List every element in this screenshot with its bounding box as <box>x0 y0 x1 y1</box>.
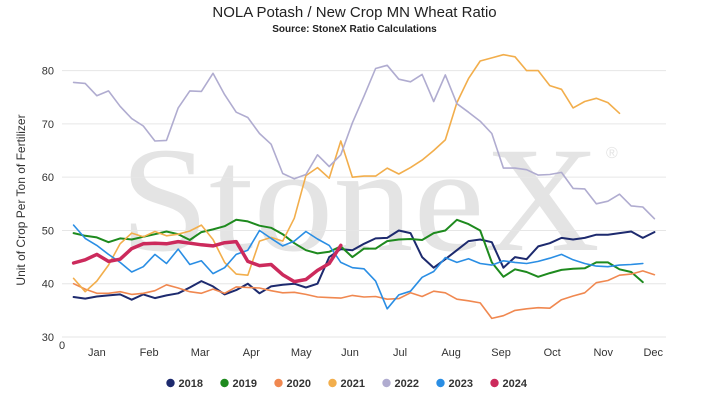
gridlines <box>62 70 666 338</box>
x-tick-label: May <box>291 347 312 359</box>
legend-label: 2019 <box>233 378 257 390</box>
legend-label: 2020 <box>287 378 311 390</box>
series-line-2020 <box>72 270 656 320</box>
x-tick-label: Jan <box>88 347 106 359</box>
legend-marker <box>166 378 175 388</box>
x-tick-label: Jul <box>393 347 407 359</box>
series-line-2018 <box>72 229 656 301</box>
legend-marker <box>436 378 445 388</box>
legend-marker <box>382 378 391 388</box>
legend-item-2024[interactable]: 2024 <box>490 378 528 390</box>
series-line-2021 <box>72 53 621 293</box>
legend-item-2022[interactable]: 2022 <box>382 378 419 390</box>
x-tick-label: Mar <box>191 347 210 359</box>
series-line-2022 <box>72 64 656 220</box>
y-axis-title: Unit of Crop Per Ton of Fertilizer <box>14 114 28 285</box>
legend-marker <box>220 378 229 388</box>
x-tick-label: Dec <box>643 347 663 359</box>
legend-item-2021[interactable]: 2021 <box>328 378 365 390</box>
watermark-text: StoneX <box>120 117 600 283</box>
legend-marker <box>328 378 337 388</box>
series-lines <box>71 53 656 320</box>
x-tick-label: Aug <box>441 347 461 359</box>
legend-label: 2024 <box>503 378 528 390</box>
chart-title: NOLA Potash / New Crop MN Wheat Ratio <box>212 4 496 21</box>
legend-marker <box>490 378 499 388</box>
x-axis-ticks: Jan Feb Mar Apr May Jun Jul Aug Sep Oct Nov Dec <box>88 347 664 359</box>
legend-item-2023[interactable]: 2023 <box>436 378 473 390</box>
x-tick-label: Feb <box>140 347 159 359</box>
y-tick-label: 40 <box>42 279 54 291</box>
legend-marker <box>274 378 283 388</box>
legend-label: 2022 <box>395 378 419 390</box>
y-tick-label: 70 <box>42 119 54 131</box>
legend: 2018 2019 2020 2021 2022 2023 2024 <box>166 378 528 390</box>
legend-item-2019[interactable]: 2019 <box>220 378 257 390</box>
series-line-2019 <box>72 218 644 284</box>
x-tick-label: Sep <box>491 347 511 359</box>
legend-item-2020[interactable]: 2020 <box>274 378 311 390</box>
series-line-2024 <box>71 239 343 284</box>
x-tick-label: Nov <box>593 347 613 359</box>
x-tick-label: Apr <box>243 347 260 359</box>
x-tick-label: Oct <box>544 347 561 359</box>
chart-subtitle: Source: StoneX Ratio Calculations <box>272 24 437 35</box>
legend-label: 2018 <box>179 378 203 390</box>
y-tick-label: 50 <box>42 225 54 237</box>
x-tick-label: Jun <box>341 347 359 359</box>
legend-label: 2021 <box>341 378 365 390</box>
legend-item-2018[interactable]: 2018 <box>166 378 203 390</box>
watermark-registered-mark: ® <box>606 145 618 162</box>
y-tick-label: 30 <box>42 332 54 344</box>
y-axis-ticks: 30 40 50 60 70 80 <box>42 66 54 344</box>
y-tick-label: 80 <box>42 66 54 78</box>
y-tick-label: 60 <box>42 172 54 184</box>
x-origin-label: 0 <box>59 340 65 352</box>
legend-label: 2023 <box>449 378 473 390</box>
series-line-2023 <box>72 224 644 310</box>
